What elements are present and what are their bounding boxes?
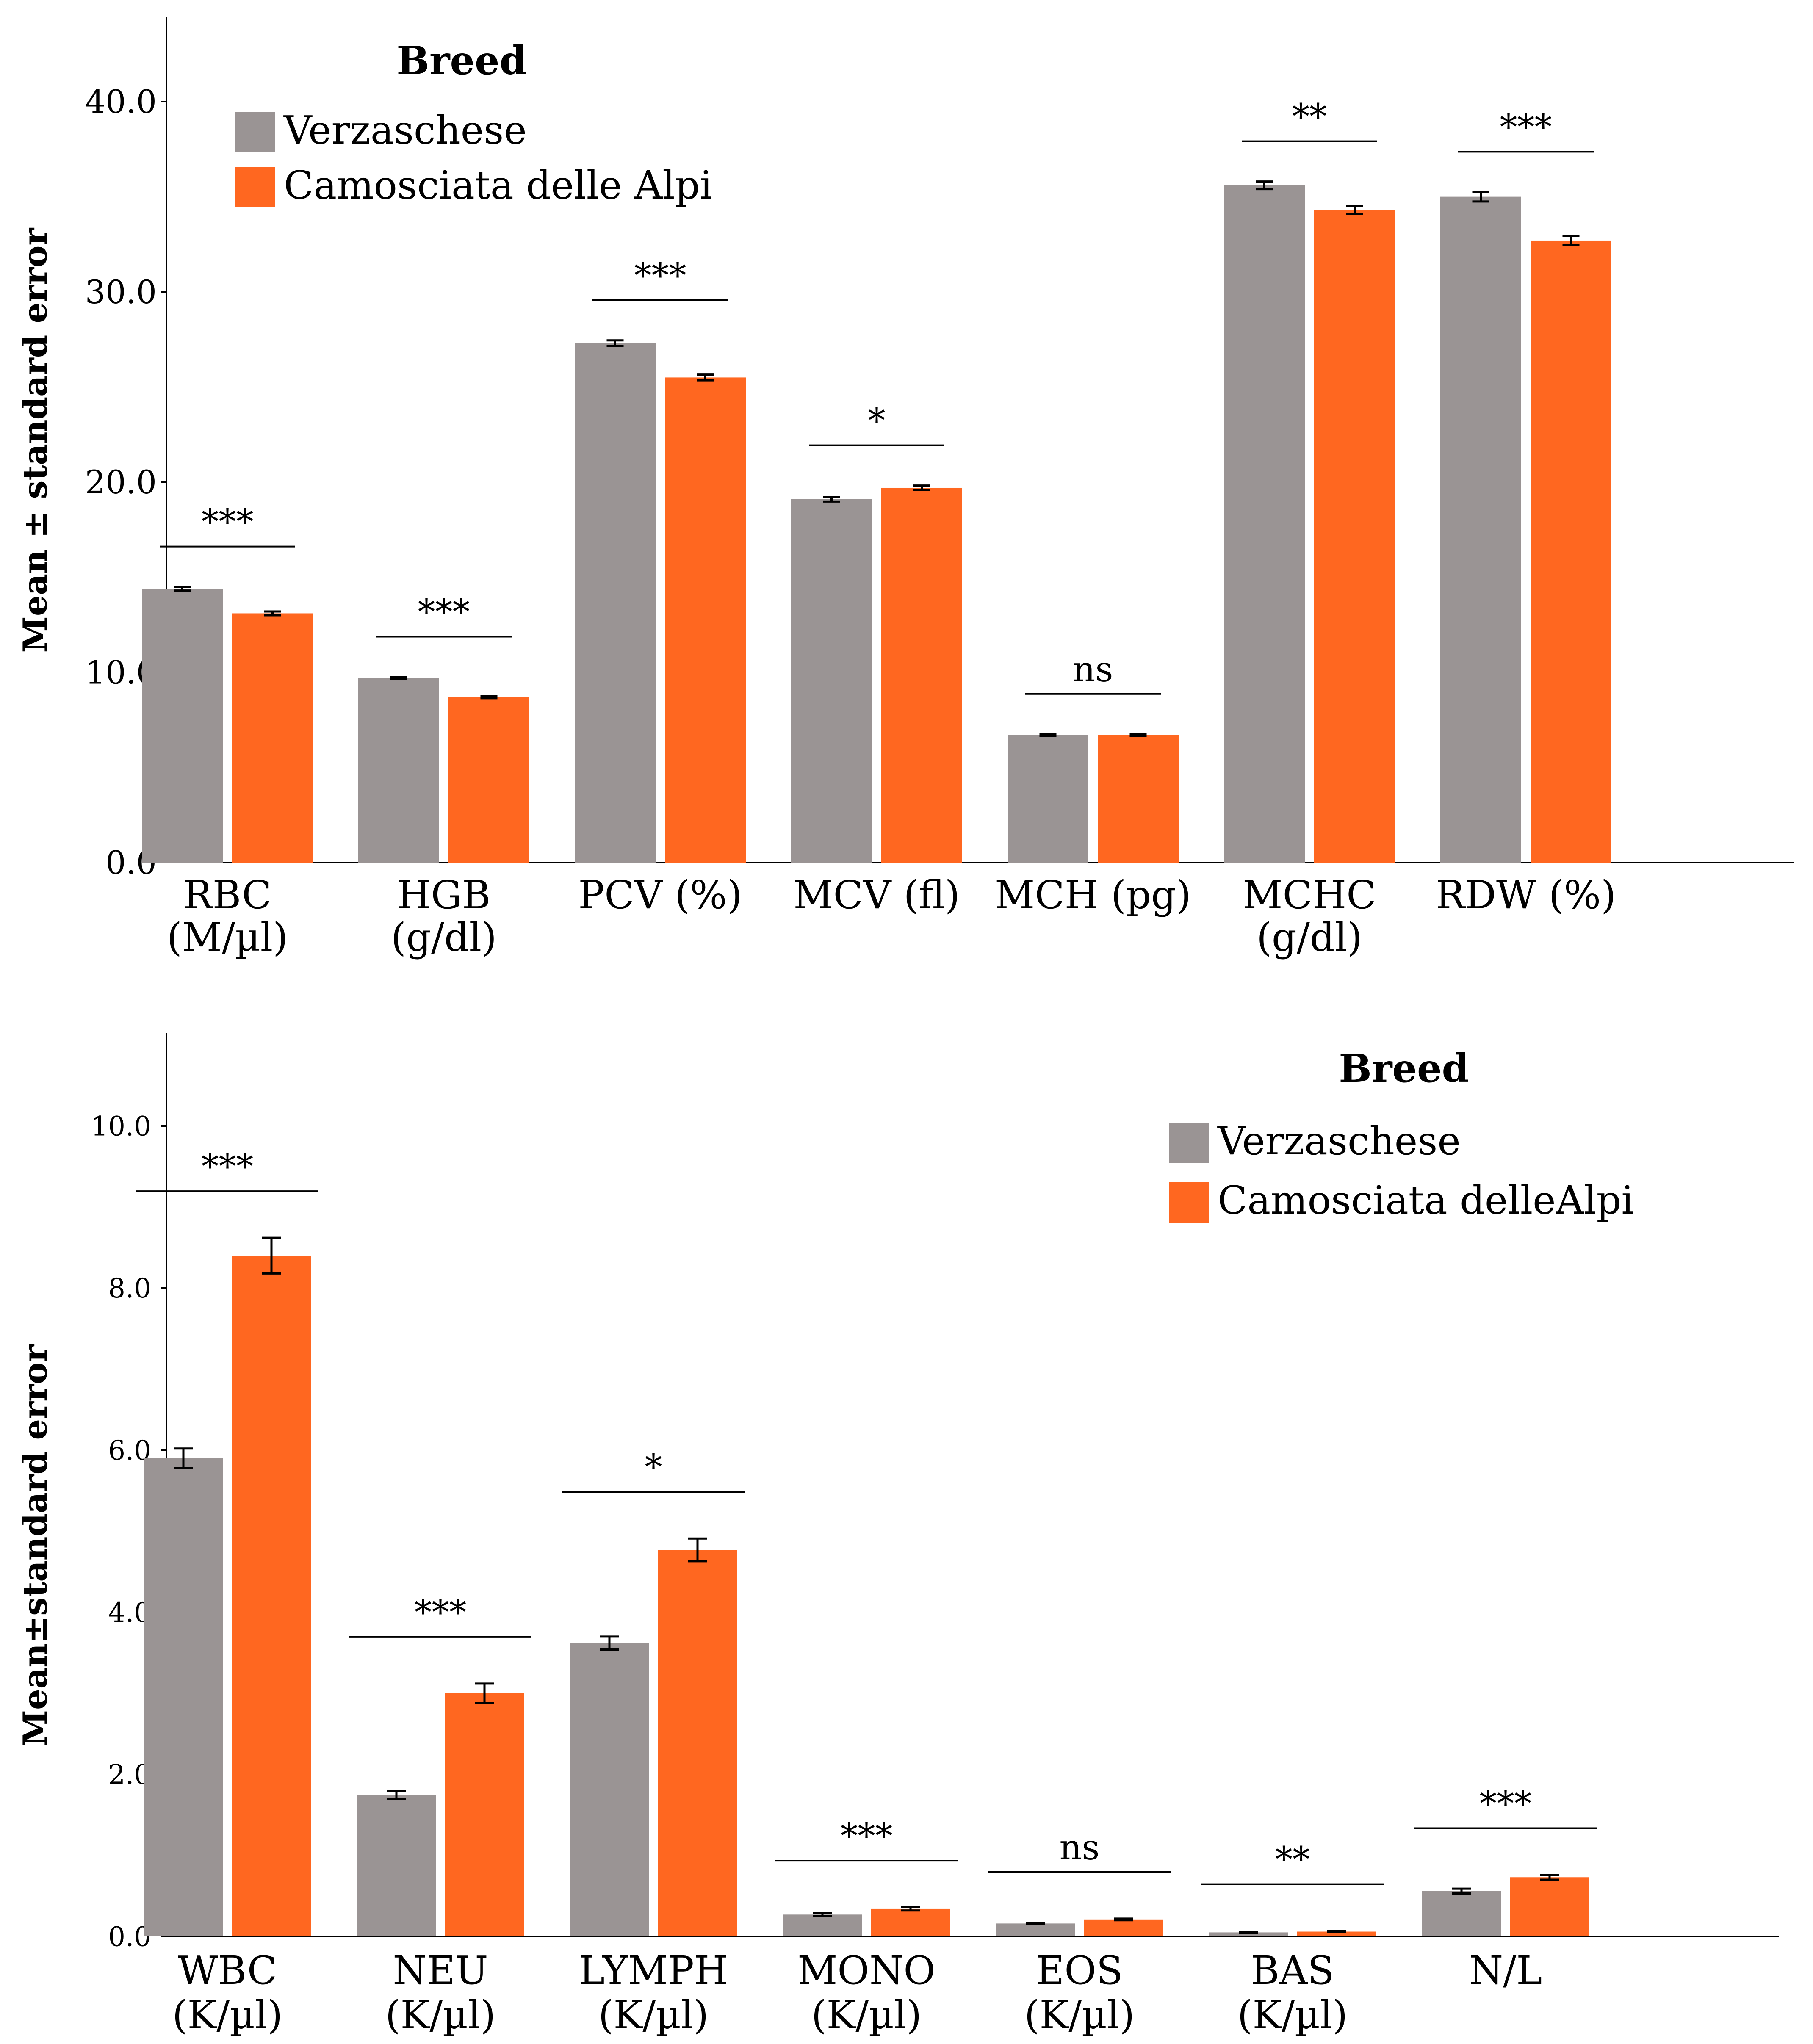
legend-swatch <box>235 167 275 207</box>
y-tick-label: 30.0 <box>85 273 157 311</box>
bar <box>1531 240 1611 863</box>
bar <box>783 1914 862 1936</box>
bar <box>1510 1877 1589 1936</box>
bar <box>1084 1919 1163 1936</box>
category-label: WBC <box>178 1948 277 1993</box>
category-label: MCHC <box>1243 872 1376 918</box>
significance-label: *** <box>841 1816 893 1856</box>
bar <box>144 1458 223 1936</box>
bar <box>1314 210 1395 863</box>
bar <box>142 589 223 863</box>
category-label: BAS <box>1251 1948 1334 1993</box>
y-tick-label: 20.0 <box>85 463 157 501</box>
category-label: HGB <box>397 872 490 918</box>
bar <box>791 499 872 863</box>
category-label: (K/µl) <box>598 1992 709 2038</box>
legend-entry: Verzaschese <box>1217 1118 1461 1164</box>
legend-swatch <box>1169 1123 1209 1163</box>
significance-label: * <box>645 1447 662 1488</box>
category-label: NEU <box>393 1948 488 1993</box>
bar <box>658 1550 737 1936</box>
significance-label: *** <box>1500 107 1552 147</box>
bar <box>1008 735 1088 863</box>
y-axis-title: Mean±standard error <box>16 1344 55 1746</box>
legend-entry: Camosciata delleAlpi <box>1218 1178 1634 1223</box>
bar <box>871 1908 950 1936</box>
bar <box>1209 1932 1288 1936</box>
significance-label: ns <box>1060 1828 1100 1868</box>
category-label: N/L <box>1469 1948 1542 1993</box>
bar <box>232 613 313 863</box>
category-label: (K/µl) <box>811 1992 922 2038</box>
category-label: MCH (pg) <box>995 872 1191 918</box>
category-label: EOS <box>1036 1948 1123 1993</box>
category-label: (g/dl) <box>391 915 497 960</box>
category-label: (K/µl) <box>172 1992 283 2038</box>
category-label: MCV (fl) <box>793 872 960 918</box>
y-tick-label: 8.0 <box>108 1273 151 1304</box>
category-label: RDW (%) <box>1436 872 1616 918</box>
legend-title: Breed <box>396 38 527 83</box>
bar <box>996 1923 1075 1936</box>
y-tick-label: 10.0 <box>91 1111 152 1142</box>
significance-label: *** <box>202 502 254 542</box>
bar <box>570 1643 649 1936</box>
significance-label: *** <box>202 1147 254 1187</box>
bar <box>1098 735 1179 863</box>
significance-label: * <box>868 401 886 441</box>
legend-swatch <box>1169 1182 1209 1223</box>
category-label: (M/µl) <box>167 915 288 960</box>
bar <box>357 1795 436 1936</box>
bar <box>445 1693 524 1936</box>
bar <box>1422 1891 1501 1936</box>
bar <box>575 343 656 863</box>
bar <box>665 377 746 863</box>
bar <box>881 487 962 863</box>
category-label: RBC <box>183 872 272 918</box>
category-label: (g/dl) <box>1257 915 1362 960</box>
significance-label: *** <box>1480 1784 1532 1824</box>
significance-label: *** <box>415 1593 467 1633</box>
category-label: MONO <box>797 1948 936 1993</box>
category-label: LYMPH <box>579 1948 728 1993</box>
significance-label: *** <box>634 256 686 296</box>
legend-entry: Verzaschese <box>283 108 527 153</box>
category-label: (K/µl) <box>1237 1992 1348 2038</box>
bar <box>1297 1931 1376 1936</box>
significance-label: ns <box>1073 650 1113 690</box>
legend-title: Breed <box>1339 1046 1469 1091</box>
bar <box>448 697 529 863</box>
category-label: PCV (%) <box>578 872 742 918</box>
legend-entry: Camosciata delle Alpi <box>284 163 712 208</box>
significance-label: ** <box>1292 97 1327 137</box>
legend-swatch <box>235 112 275 152</box>
y-axis-title: Mean ± standard error <box>16 228 55 653</box>
category-label: (K/µl) <box>1024 1992 1135 2038</box>
bar <box>1224 185 1305 863</box>
bar <box>358 678 439 863</box>
significance-label: *** <box>418 592 470 633</box>
significance-label: ** <box>1275 1840 1310 1880</box>
bar <box>232 1256 311 1936</box>
bar <box>1440 196 1521 863</box>
category-label: (K/µl) <box>385 1992 496 2038</box>
y-tick-label: 40.0 <box>85 83 157 121</box>
